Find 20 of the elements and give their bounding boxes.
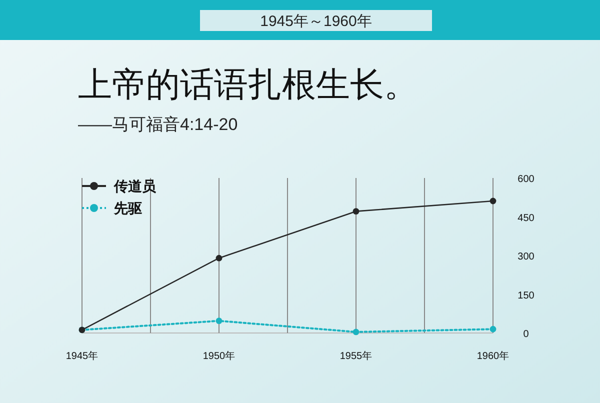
x-tick-label: 1945年 [66, 350, 98, 362]
x-tick-label: 1960年 [476, 350, 510, 362]
chart-title: 上帝的话语扎根生长。 [78, 66, 418, 104]
legend-label: 传道员 [113, 178, 157, 194]
y-tick-label: 300 [518, 252, 535, 262]
text: 1945年～1960年 [260, 13, 372, 30]
point [490, 326, 496, 332]
point [352, 328, 360, 336]
y-tick-label: 0 [523, 329, 530, 340]
y-tick-label: 450 [518, 212, 535, 224]
point [216, 318, 222, 324]
point [352, 208, 360, 215]
y-tick-label: 150 [518, 290, 535, 302]
chart-subtitle: ——马可福音4:14-20 [78, 115, 238, 134]
x-tick-label: 1950年 [202, 350, 236, 362]
x-tick-label: 1955年 [340, 350, 372, 362]
point [216, 254, 222, 262]
y-tick-label: 600 [518, 174, 535, 185]
legend-label: 先驱 [113, 200, 142, 216]
point [490, 198, 496, 204]
